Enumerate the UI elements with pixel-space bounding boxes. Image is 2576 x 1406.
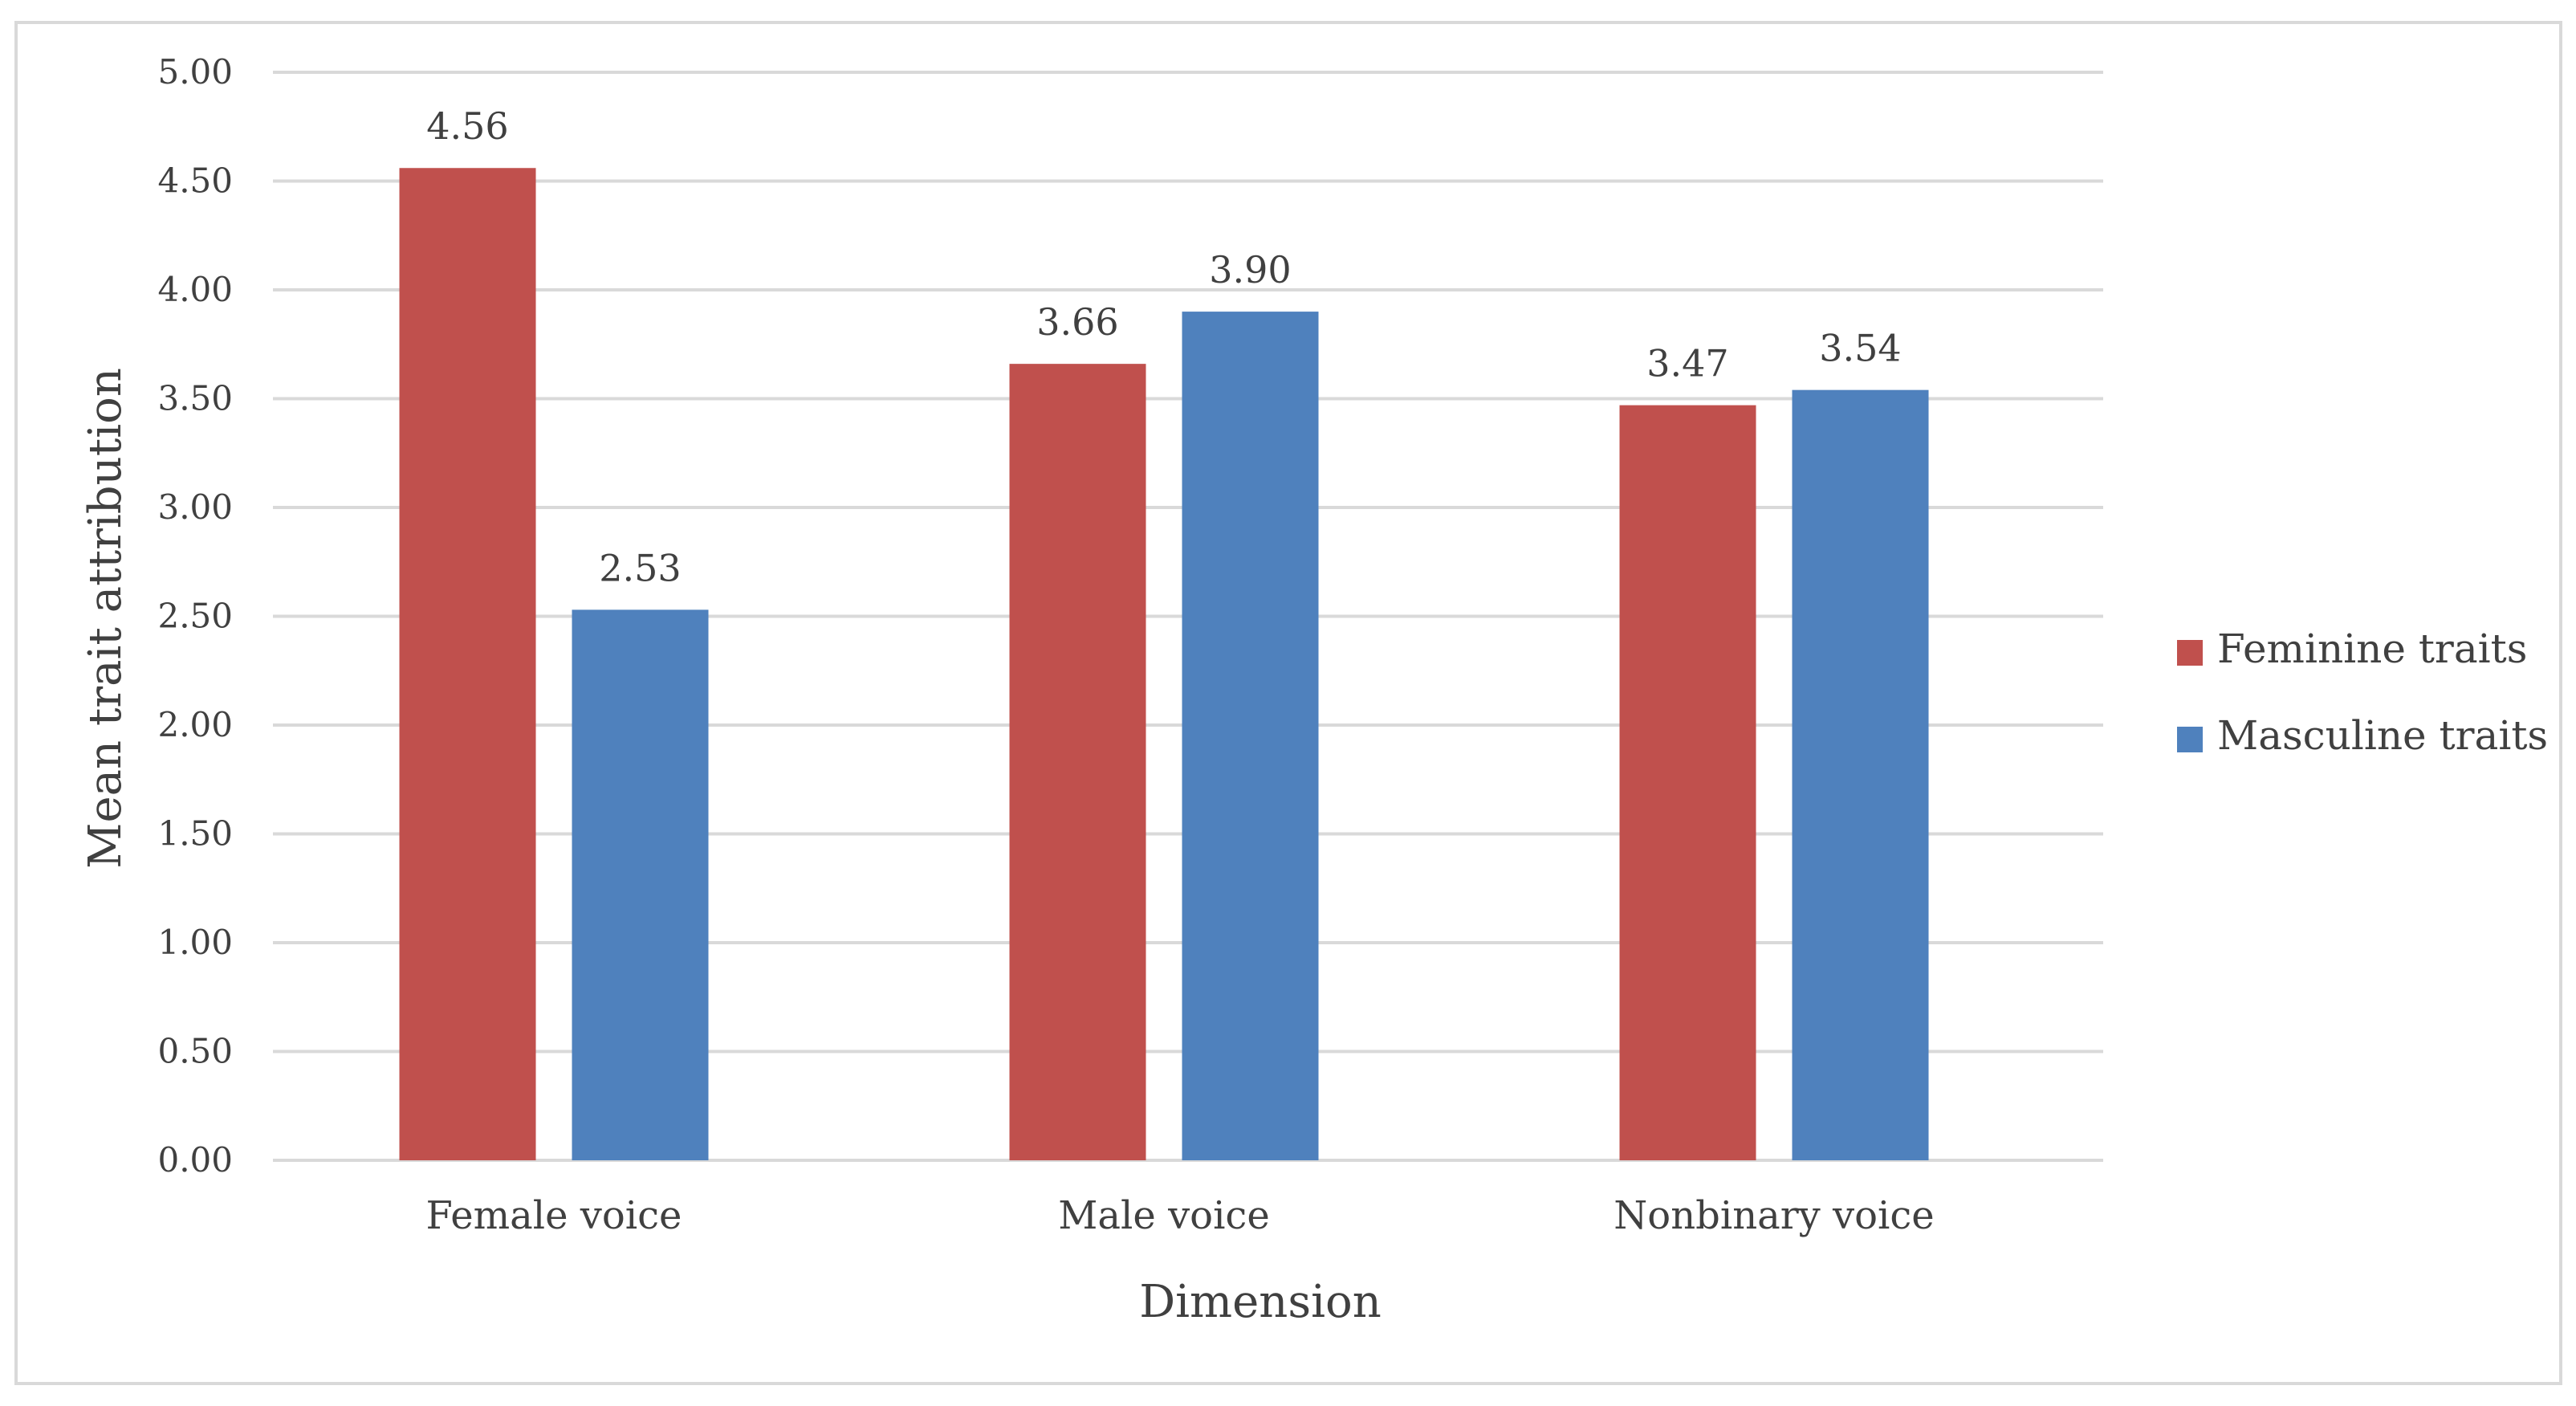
y-tick-label: 1.50 — [157, 814, 233, 854]
legend: Feminine traits Masculine traits — [2177, 626, 2548, 759]
bars — [399, 168, 1929, 1161]
bar-feminine-traits-nonbinary-voice — [1619, 405, 1756, 1160]
data-label: 2.53 — [599, 546, 681, 589]
bar-masculine-traits-nonbinary-voice — [1792, 389, 1929, 1160]
y-tick-label: 4.00 — [157, 270, 233, 309]
y-axis-title: Mean trait attribution — [79, 368, 132, 869]
y-tick-label: 2.00 — [157, 705, 233, 744]
data-labels: 4.56 2.53 3.66 3.90 3.47 3.54 — [426, 104, 1901, 589]
y-tick-label: 1.00 — [157, 923, 233, 962]
data-label: 3.90 — [1209, 248, 1291, 291]
y-axis-ticks: 0.00 0.50 1.00 1.50 2.00 2.50 3.00 3.50 4.00 4.50… — [157, 52, 233, 1180]
y-tick-label: 5.00 — [157, 52, 233, 92]
bar-masculine-traits-male-voice — [1182, 312, 1319, 1161]
data-label: 4.56 — [426, 104, 508, 148]
bar-feminine-traits-male-voice — [1009, 364, 1146, 1160]
legend-swatch — [2177, 640, 2203, 666]
legend-swatch — [2177, 727, 2203, 752]
x-category-label: Female voice — [426, 1193, 682, 1238]
y-tick-label: 3.50 — [157, 379, 233, 418]
x-axis-title: Dimension — [1139, 1276, 1382, 1328]
y-tick-label: 2.50 — [157, 597, 233, 636]
data-label: 3.47 — [1646, 342, 1728, 385]
legend-label: Feminine traits — [2217, 626, 2527, 672]
y-tick-label: 0.00 — [157, 1140, 233, 1180]
legend-label: Masculine traits — [2217, 712, 2548, 759]
data-label: 3.66 — [1036, 300, 1118, 344]
x-category-label: Nonbinary voice — [1614, 1193, 1934, 1238]
y-tick-label: 4.50 — [157, 161, 233, 201]
x-category-label: Male voice — [1058, 1193, 1269, 1238]
y-tick-label: 3.00 — [157, 487, 233, 527]
bar-masculine-traits-female-voice — [572, 609, 709, 1160]
x-axis-categories: Female voice Male voice Nonbinary voice — [426, 1193, 1935, 1238]
y-tick-label: 0.50 — [157, 1032, 233, 1071]
data-label: 3.54 — [1819, 327, 1901, 370]
bar-feminine-traits-female-voice — [399, 168, 536, 1161]
